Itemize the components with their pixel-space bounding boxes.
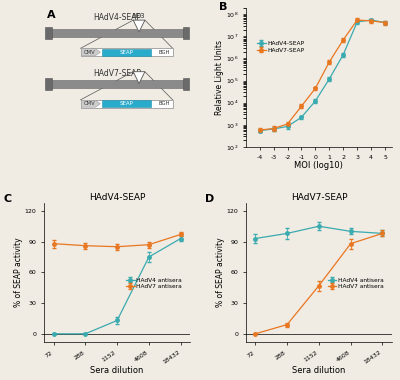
- Text: HAdV7-SEAP: HAdV7-SEAP: [93, 69, 141, 78]
- Bar: [102, 49, 152, 56]
- Title: HAdV7-SEAP: HAdV7-SEAP: [291, 193, 347, 202]
- Text: SEAP: SEAP: [120, 101, 134, 106]
- Text: A: A: [47, 10, 56, 21]
- X-axis label: MOI (log10): MOI (log10): [294, 161, 343, 170]
- Bar: [48, 29, 186, 36]
- Polygon shape: [133, 20, 145, 32]
- Bar: [45, 78, 52, 90]
- Bar: [80, 48, 173, 56]
- Bar: [102, 100, 152, 108]
- Text: C: C: [3, 194, 11, 204]
- Legend: HAdV4 antisera, HAdV7 antisera: HAdV4 antisera, HAdV7 antisera: [325, 275, 386, 292]
- Y-axis label: % of SEAP activity: % of SEAP activity: [14, 238, 23, 307]
- Legend: HAdV4 antisera, HAdV7 antisera: HAdV4 antisera, HAdV7 antisera: [124, 275, 184, 292]
- Bar: [182, 27, 189, 39]
- Legend: HAdV4-SEAP, HAdV7-SEAP: HAdV4-SEAP, HAdV7-SEAP: [254, 38, 307, 55]
- Text: SEAP: SEAP: [120, 50, 134, 55]
- Polygon shape: [81, 100, 100, 107]
- Text: CMV: CMV: [83, 101, 95, 106]
- Y-axis label: Relative Light Units: Relative Light Units: [215, 40, 224, 115]
- Text: D: D: [205, 194, 214, 204]
- X-axis label: Sera dilution: Sera dilution: [90, 366, 144, 375]
- Y-axis label: % of SEAP activity: % of SEAP activity: [216, 238, 225, 307]
- Title: HAdV4-SEAP: HAdV4-SEAP: [89, 193, 145, 202]
- X-axis label: Sera dilution: Sera dilution: [292, 366, 346, 375]
- Bar: [182, 78, 189, 90]
- Bar: [80, 100, 173, 108]
- Text: ΔE3: ΔE3: [132, 13, 146, 19]
- Text: BGH: BGH: [159, 101, 170, 106]
- Bar: [48, 81, 186, 88]
- Bar: [45, 27, 52, 39]
- Text: B: B: [220, 2, 228, 12]
- Polygon shape: [133, 72, 145, 84]
- Text: CMV: CMV: [83, 50, 95, 55]
- Text: BGH: BGH: [159, 50, 170, 55]
- Polygon shape: [81, 49, 100, 55]
- Text: HAdV4-SEAP: HAdV4-SEAP: [93, 13, 141, 22]
